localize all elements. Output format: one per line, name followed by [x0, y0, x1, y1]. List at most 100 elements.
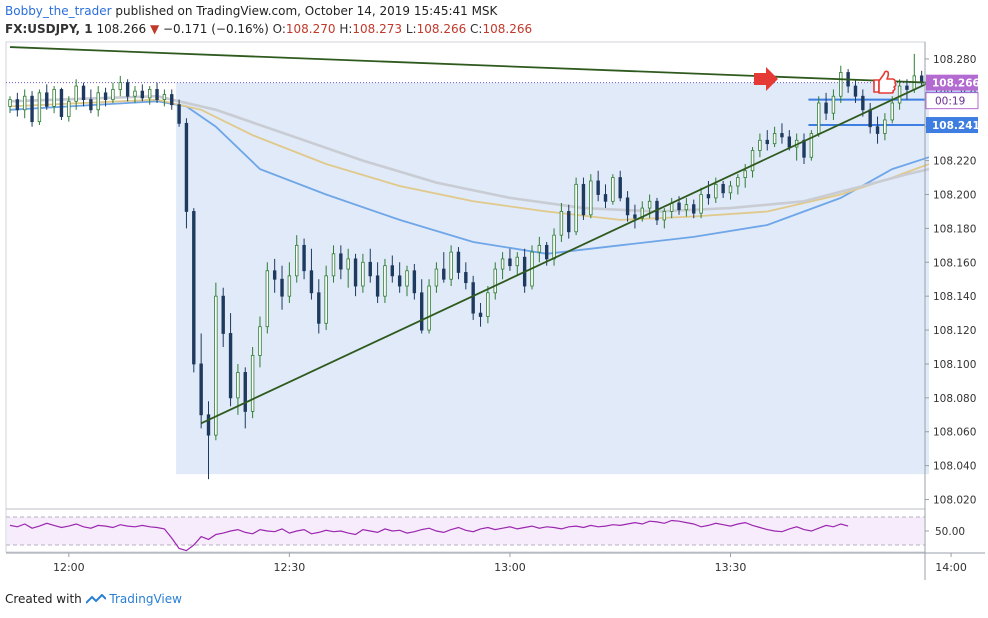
tradingview-brand[interactable]: TradingView	[109, 592, 182, 606]
trendlines	[9, 46, 930, 425]
candle-body	[15, 99, 20, 111]
candle-body	[647, 200, 652, 209]
candle-body	[824, 102, 828, 114]
candle-body	[89, 99, 93, 111]
candle-body	[486, 292, 490, 317]
candle-body	[250, 355, 255, 412]
time-tick-label: 12:00	[53, 561, 85, 574]
price-change: −0.171 (−0.16%)	[163, 22, 269, 36]
price-tick-label: 108.060	[933, 427, 976, 439]
tradingview-logo-icon	[84, 593, 107, 604]
candle-body	[471, 282, 475, 314]
candle-body	[258, 326, 262, 356]
candle-body	[868, 109, 872, 128]
candle-body	[52, 89, 56, 107]
down-triangle-icon: ▼	[149, 22, 160, 36]
candle-body	[287, 275, 292, 297]
candle-body	[192, 211, 196, 365]
price-chart[interactable]: 108.280108.260108.240108.220108.200108.1…	[0, 0, 988, 590]
candle-body	[478, 312, 483, 317]
candle-body	[574, 183, 578, 233]
candle-body	[890, 102, 894, 121]
price-tick-label: 108.220	[933, 156, 976, 168]
candle-body	[368, 261, 372, 277]
time-tick-label: 13:30	[715, 561, 747, 574]
candle-body	[875, 126, 880, 134]
high-value: 108.273	[352, 22, 403, 36]
candle-body	[817, 102, 821, 134]
low-value: 108.266	[416, 22, 467, 36]
candle-body	[177, 104, 181, 124]
candle-body	[883, 119, 887, 134]
candle-body	[23, 95, 27, 111]
price-label-box	[926, 117, 978, 134]
time-tick-label: 12:30	[274, 561, 306, 574]
candle-body	[611, 177, 615, 202]
open-key: O:	[272, 22, 286, 36]
price-tick-label: 108.280	[933, 54, 976, 66]
candle-body	[699, 194, 703, 214]
candle-body	[346, 258, 350, 270]
price-tick-label: 108.020	[933, 495, 976, 507]
candle-body	[728, 185, 733, 194]
ohlc-line: FX:USDJPY, 1 108.266 ▼ −0.171 (−0.16%) O…	[5, 22, 532, 36]
candle-body	[449, 251, 453, 280]
candle-body	[133, 90, 137, 97]
candle-body	[589, 180, 593, 216]
open-value: 108.270	[285, 22, 336, 36]
candle-body	[633, 214, 637, 219]
candle-body	[758, 139, 762, 151]
candle-body	[184, 122, 189, 212]
candle-body	[596, 180, 600, 195]
candle-body	[736, 177, 740, 187]
candle-body	[493, 268, 497, 294]
last-price: 108.266	[96, 22, 147, 36]
thumbs-up-icon	[873, 70, 897, 94]
low-key: L:	[405, 22, 417, 36]
right-arrow-icon	[754, 67, 778, 91]
candle-body	[625, 197, 630, 216]
candle-body	[353, 258, 358, 287]
price-tick-label: 108.120	[933, 325, 976, 337]
candle-body	[361, 261, 365, 287]
candle-body	[30, 95, 34, 123]
candle-body	[831, 95, 836, 114]
candle-body	[103, 92, 108, 101]
candle-body	[397, 275, 402, 287]
candle-body	[317, 292, 321, 324]
price-tick-label: 108.080	[933, 393, 976, 405]
candle-body	[677, 202, 681, 211]
countdown-box	[925, 92, 979, 110]
candle-body	[765, 139, 769, 145]
candle-body	[383, 265, 387, 297]
time-tick-label: 14:00	[935, 561, 967, 574]
candle-body	[236, 372, 240, 399]
candle-body	[420, 292, 424, 331]
candle-body	[8, 99, 12, 107]
candle-body	[265, 270, 270, 328]
candle-body	[309, 270, 314, 294]
countdown-text: 00:19	[935, 96, 965, 108]
candle-body	[221, 295, 225, 334]
moving-averages	[9, 94, 930, 255]
candle-body	[853, 85, 858, 97]
candle-body	[45, 92, 49, 107]
candle-body	[772, 133, 777, 145]
price-label-text: 108.266	[932, 78, 980, 90]
candle-body	[544, 244, 549, 260]
chart-header: Bobby_the_trader published on TradingVie…	[5, 3, 985, 39]
candle-body	[787, 136, 792, 148]
author-link[interactable]: Bobby_the_trader	[5, 4, 112, 18]
candle-body	[442, 268, 446, 280]
candle-body	[170, 94, 174, 106]
high-key: H:	[339, 22, 353, 36]
moving-average-mid	[9, 98, 930, 221]
price-label-box	[926, 74, 978, 91]
rsi-pane	[6, 516, 925, 552]
candle-body	[706, 194, 711, 199]
candle-body	[427, 285, 431, 331]
candle-body	[508, 258, 512, 267]
price-tick-label: 108.100	[933, 359, 976, 371]
symbol-label: FX:USDJPY, 1	[5, 22, 93, 36]
candle-body	[37, 92, 42, 123]
